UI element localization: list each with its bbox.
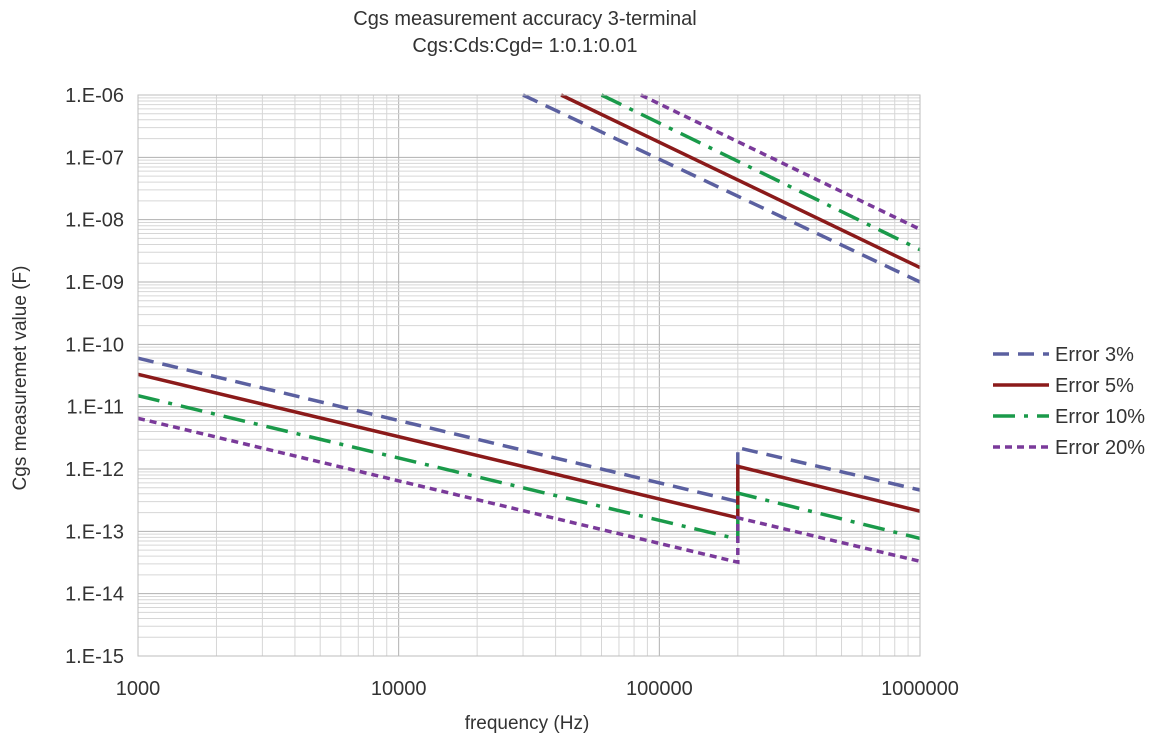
chart-title-line-1: Cgs measurement accuracy 3-terminal [353, 8, 696, 30]
x-tick-label: 10000 [371, 678, 427, 700]
series-line-upper [640, 93, 921, 231]
y-tick-label: 1.E-10 [65, 334, 124, 356]
legend: Error 3% Error 5% Error 10% Error 20% [993, 344, 1145, 459]
y-tick-label: 1.E-09 [65, 272, 124, 294]
y-tick-label: 1.E-14 [65, 584, 124, 606]
y-axis-ticks: 1.E-15 1.E-14 1.E-13 1.E-12 1.E-11 1.E-10 1.E-… [65, 85, 124, 668]
legend-label: Error 3% [1055, 344, 1134, 366]
plot-border [137, 94, 921, 657]
x-axis-ticks: 1000 10000 100000 1000000 [116, 678, 959, 700]
series-line-lower [137, 416, 921, 565]
legend-label: Error 10% [1055, 406, 1145, 428]
series-line-lower [137, 356, 921, 504]
y-tick-label: 1.E-07 [65, 147, 124, 169]
y-axis-label: Cgs measuremet value (F) [10, 266, 31, 491]
x-tick-label: 1000 [116, 678, 161, 700]
y-tick-label: 1.E-15 [65, 646, 124, 668]
x-tick-label: 100000 [626, 678, 693, 700]
series-group [137, 93, 921, 565]
y-tick-label: 1.E-12 [65, 459, 124, 481]
x-axis-label: frequency (Hz) [465, 713, 590, 734]
series-line-lower [137, 393, 921, 542]
y-tick-label: 1.E-11 [67, 397, 124, 419]
series-line-upper [560, 93, 921, 270]
legend-label: Error 20% [1055, 437, 1145, 459]
series-line-upper [600, 93, 921, 252]
y-tick-label: 1.E-06 [65, 85, 124, 107]
series-line-upper [522, 93, 921, 284]
y-tick-label: 1.E-08 [65, 210, 124, 232]
series-3 [137, 93, 921, 542]
plot-grid [137, 95, 920, 657]
y-tick-label: 1.E-13 [65, 521, 124, 543]
series-4 [137, 93, 921, 565]
chart-title-line-2: Cgs:Cds:Cgd= 1:0.1:0.01 [412, 35, 637, 57]
series-1 [137, 93, 921, 504]
x-tick-label: 1000000 [881, 678, 959, 700]
legend-label: Error 5% [1055, 375, 1134, 397]
